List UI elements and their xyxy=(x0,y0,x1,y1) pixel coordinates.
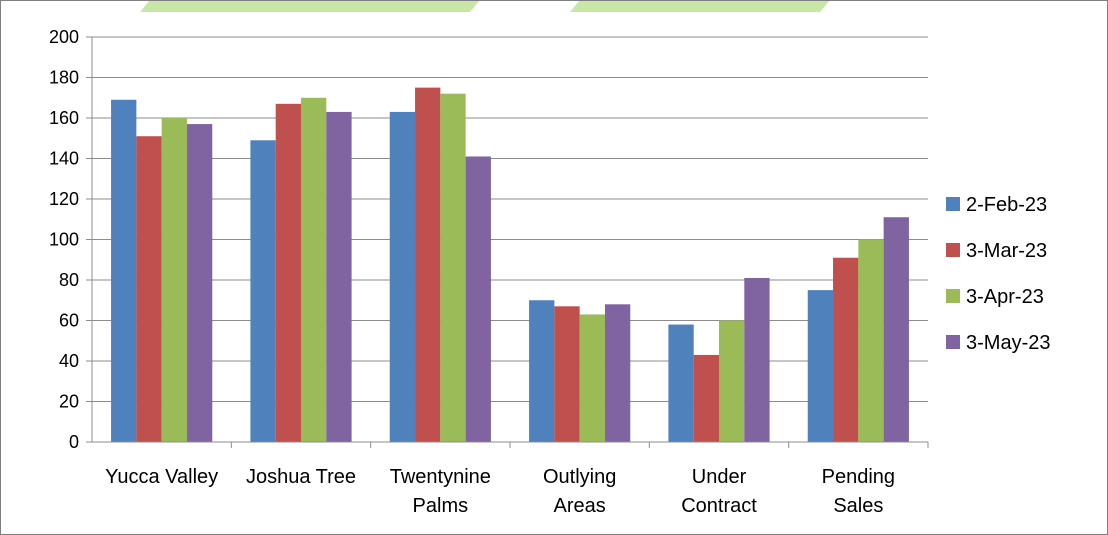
x-category-label-line: Under xyxy=(692,466,747,488)
bar-3-May-23-outlying-areas xyxy=(604,304,631,442)
bar-2-Feb-23-pending-sales xyxy=(807,290,834,442)
y-tick-label: 180 xyxy=(49,68,79,88)
legend: 2-Feb-23 3-Mar-23 3-Apr-23 3-May-23 xyxy=(946,194,1050,354)
x-category-label: Joshua Tree xyxy=(246,466,356,488)
bar-2-Feb-23-yucca-valley xyxy=(111,99,137,443)
legend-swatch xyxy=(946,289,960,303)
bar-2-Feb-23-twentynine-palms xyxy=(389,111,416,443)
bar-3-Mar-23-pending-sales xyxy=(833,257,859,442)
y-tick-label: 200 xyxy=(49,27,79,47)
legend-swatch xyxy=(946,197,960,211)
bar-3-Apr-23-under-contract xyxy=(719,320,745,442)
bar-3-Apr-23-outlying-areas xyxy=(579,314,605,442)
bar-3-May-23-twentynine-palms xyxy=(465,156,491,442)
top-band-decoration-right xyxy=(570,0,830,12)
x-category-label: Outlying Areas xyxy=(543,466,616,517)
bar-3-May-23-joshua-tree xyxy=(326,111,352,443)
x-category-label: Yucca Valley xyxy=(105,466,218,488)
bar-3-Apr-23-yucca-valley xyxy=(161,118,187,442)
legend-label: 3-Mar-23 xyxy=(966,240,1047,262)
x-axis-category-labels: Yucca Valley Joshua Tree Twentynine Palms Ou… xyxy=(105,466,895,517)
bar-3-May-23-yucca-valley xyxy=(186,124,213,442)
x-category-label-line: Yucca Valley xyxy=(105,466,218,488)
legend-label: 3-Apr-23 xyxy=(966,286,1044,308)
x-category-label-line: Sales xyxy=(833,495,883,517)
x-category-label: Under Contract xyxy=(681,466,757,517)
bar-2-Feb-23-outlying-areas xyxy=(529,300,555,442)
x-category-label: Pending Sales xyxy=(822,466,895,517)
y-tick-label: 80 xyxy=(59,270,79,290)
y-tick-label: 20 xyxy=(59,392,79,412)
x-category-label-line: Twentynine xyxy=(390,466,491,488)
y-tick-label: 160 xyxy=(49,108,79,128)
bar-3-Apr-23-twentynine-palms xyxy=(440,93,466,442)
bar-3-Mar-23-yucca-valley xyxy=(136,136,162,442)
bar-3-Apr-23-pending-sales xyxy=(858,239,884,442)
bar-2-Feb-23-under-contract xyxy=(668,324,694,442)
y-tick-label: 100 xyxy=(49,230,79,250)
bars xyxy=(111,87,909,443)
x-category-label: Twentynine Palms xyxy=(390,466,491,517)
x-category-label-line: Palms xyxy=(413,495,469,517)
bar-3-Apr-23-joshua-tree xyxy=(301,97,327,442)
x-category-label-line: Joshua Tree xyxy=(246,466,356,488)
bar-3-Mar-23-joshua-tree xyxy=(275,103,301,442)
bar-3-Mar-23-outlying-areas xyxy=(554,306,580,442)
x-category-label-line: Outlying xyxy=(543,466,616,488)
axes xyxy=(86,36,929,448)
bar-3-May-23-under-contract xyxy=(744,277,770,442)
bar-2-Feb-23-joshua-tree xyxy=(250,140,276,442)
y-tick-label: 40 xyxy=(59,351,79,371)
legend-label: 3-May-23 xyxy=(966,332,1050,354)
legend-swatch xyxy=(946,243,960,257)
bar-3-May-23-pending-sales xyxy=(883,217,909,442)
top-band-decoration-left xyxy=(140,0,480,12)
x-category-label-line: Pending xyxy=(822,466,895,488)
y-tick-label: 60 xyxy=(59,311,79,331)
legend-label: 2-Feb-23 xyxy=(966,194,1047,216)
gridlines xyxy=(92,36,928,402)
x-category-label-line: Contract xyxy=(681,495,757,517)
y-axis-tick-labels: 0 20 40 60 80 100 120 140 160 180 200 xyxy=(49,27,79,452)
x-category-label-line: Areas xyxy=(554,495,606,517)
y-tick-label: 0 xyxy=(69,432,79,452)
bar-3-Mar-23-twentynine-palms xyxy=(415,87,441,442)
y-tick-label: 140 xyxy=(49,149,79,169)
y-tick-label: 120 xyxy=(49,189,79,209)
legend-swatch xyxy=(946,335,960,349)
bar-3-Mar-23-under-contract xyxy=(693,354,719,442)
